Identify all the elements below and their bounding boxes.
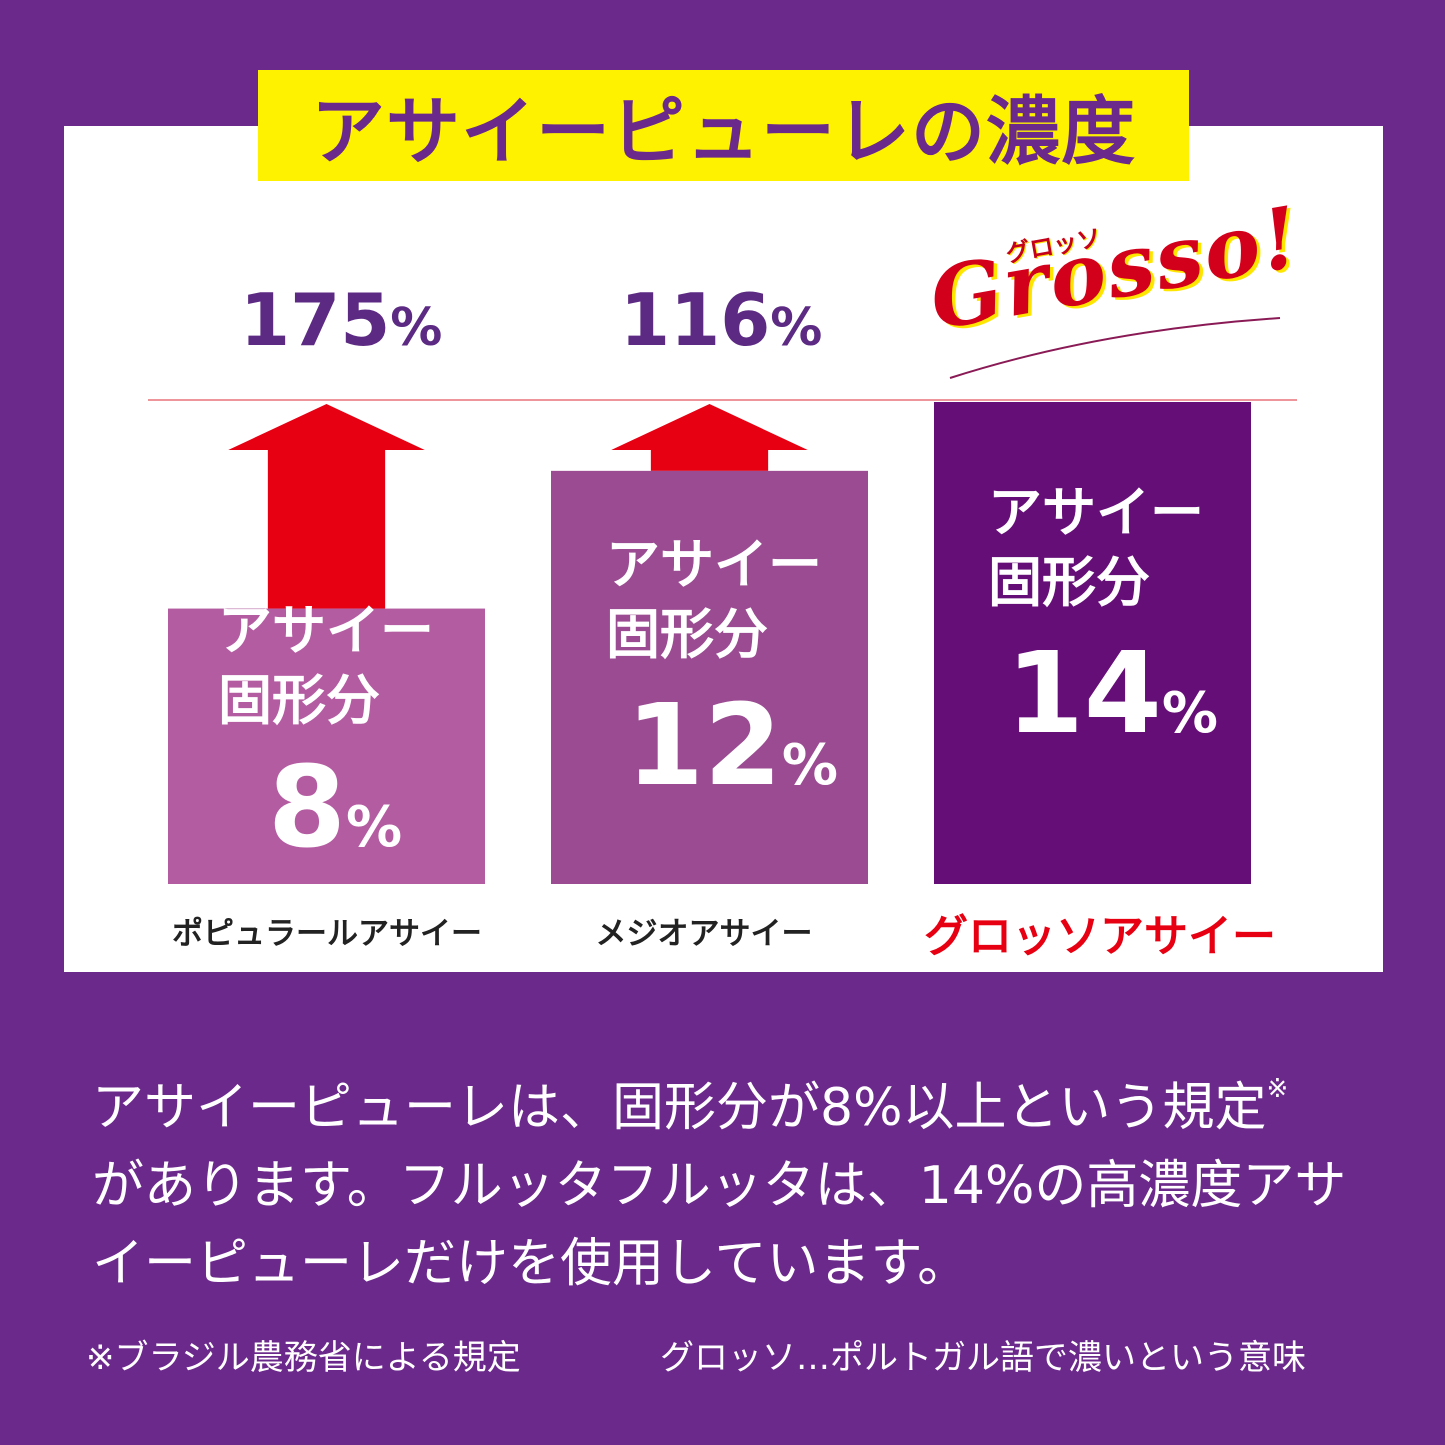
bar-value-medio: 12%	[626, 690, 838, 802]
bar-value-unit: %	[1161, 681, 1218, 746]
bar-value-number: 12	[626, 681, 782, 811]
ratio-label-popular: 175%	[240, 284, 442, 356]
bar-value-unit: %	[781, 733, 838, 798]
category-label-grosso: グロッソアサイー	[924, 911, 1276, 962]
ratio-label-medio: 116%	[620, 284, 822, 356]
description-line: があります。フルッタフルッタは、14%の高濃度アサ	[92, 1156, 1347, 1216]
page-title: アサイーピューレの濃度	[311, 89, 1136, 175]
title-banner: アサイーピューレの濃度	[258, 70, 1189, 181]
bar-value-number: 14	[1006, 629, 1162, 759]
description-line: アサイーピューレは、固形分が8%以上という規定※	[92, 1050, 1362, 1147]
ratio-unit: %	[770, 298, 823, 358]
bar-value-unit: %	[345, 795, 403, 860]
gap-arrow	[228, 404, 425, 609]
bar-label-line2: 固形分	[218, 669, 380, 732]
category-label-medio: メジオアサイー	[595, 916, 813, 952]
bar-label-line2: 固形分	[606, 603, 768, 666]
bar-label-line2: 固形分	[988, 551, 1150, 614]
gap-arrow	[611, 404, 808, 471]
description: アサイーピューレは、固形分が8%以上という規定※ があります。フルッタフルッタは…	[92, 1050, 1362, 1303]
bar-value-grosso: 14%	[1006, 638, 1218, 750]
bar-label-line1: アサイー	[218, 599, 434, 662]
bar-label-line1: アサイー	[606, 533, 822, 596]
footnote-left: ※ブラジル農務省による規定	[86, 1338, 521, 1378]
bar	[551, 470, 868, 884]
description-text: アサイーピューレは、固形分が8%以上という規定	[92, 1078, 1267, 1138]
bar-value-popular: 8%	[268, 752, 402, 864]
bar	[168, 608, 485, 884]
grosso-swoosh	[949, 317, 1281, 379]
ratio-number: 116	[620, 278, 771, 362]
bar-value-number: 8	[268, 743, 346, 873]
category-label-popular: ポピュラールアサイー	[172, 916, 482, 952]
ratio-number: 175	[240, 278, 391, 362]
bar	[934, 402, 1251, 884]
bar-label-line1: アサイー	[988, 481, 1204, 544]
ratio-unit: %	[390, 298, 443, 358]
footnote-right: グロッソ…ポルトガル語で濃いという意味	[660, 1338, 1306, 1378]
footnote-mark: ※	[1266, 1074, 1289, 1104]
description-line: イーピューレだけを使用しています。	[92, 1234, 970, 1294]
